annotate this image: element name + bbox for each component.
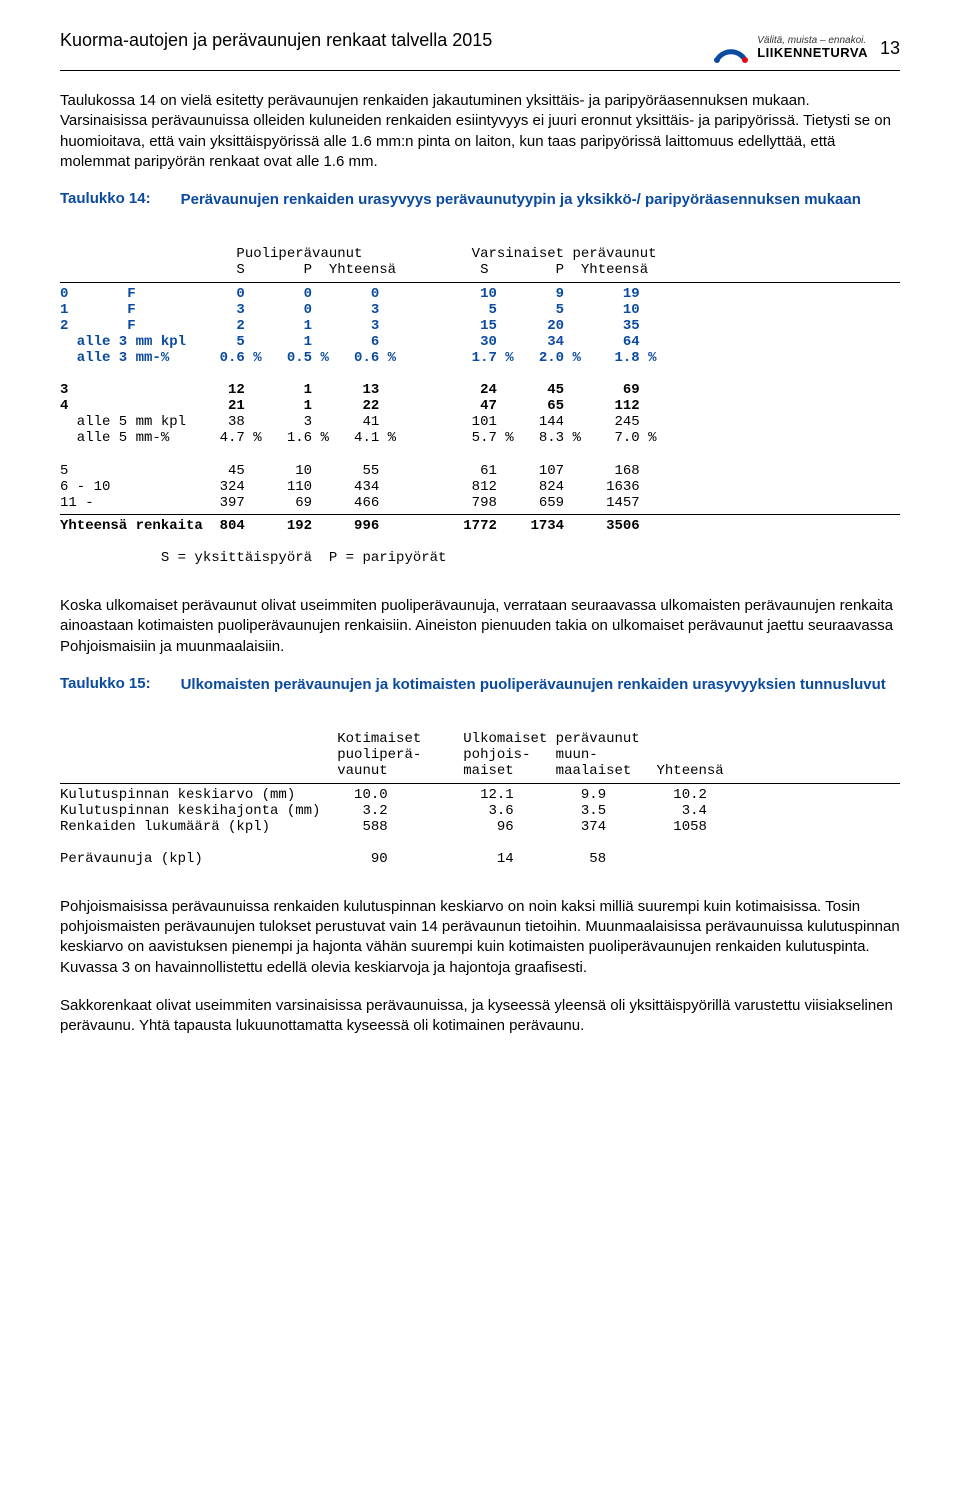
table14-label: Taulukko 14: [60, 190, 151, 210]
t14-row-5: 5 45 10 55 61 107 168 [60, 463, 640, 479]
paragraph-2: Koska ulkomaiset perävaunut olivat useim… [60, 596, 900, 657]
paragraph-3: Pohjoismaisissa perävaunuissa renkaiden … [60, 897, 900, 978]
divider [60, 514, 900, 515]
t14-row-3: 3 12 1 13 24 45 69 [60, 382, 640, 398]
page-number: 13 [880, 38, 900, 59]
divider [60, 282, 900, 283]
table14-heading: Taulukko 14: Perävaunujen renkaiden uras… [60, 190, 900, 210]
t14-hdr2: S P Yhteensä S P Yhteensä [60, 262, 648, 278]
t15-row-mean: Kulutuspinnan keskiarvo (mm) 10.0 12.1 9… [60, 787, 707, 803]
t15-row-trailers: Perävaunuja (kpl) 90 14 58 [60, 851, 606, 867]
header-right: Välitä, muista – ennakoi. LIIKENNETURVA … [713, 30, 900, 66]
t14-row-2: 2 F 2 1 3 15 20 35 [60, 318, 640, 334]
divider [60, 783, 900, 784]
paragraph-intro: Taulukossa 14 on vielä esitetty perävaun… [60, 91, 900, 172]
t14-row-6-10: 6 - 10 324 110 434 812 824 1636 [60, 479, 640, 495]
t14-row-alle5kpl: alle 5 mm kpl 38 3 41 101 144 245 [60, 414, 640, 430]
table14: Puoliperävaunut Varsinaiset perävaunut S… [60, 230, 900, 566]
table14-title: Perävaunujen renkaiden urasyvyys perävau… [181, 190, 861, 210]
table15: Kotimaiset Ulkomaiset perävaunut puolipe… [60, 715, 900, 867]
t15-hdr1: Kotimaiset Ulkomaiset perävaunut [60, 731, 640, 747]
table15-heading: Taulukko 15: Ulkomaisten perävaunujen ja… [60, 675, 900, 695]
t15-hdr3: vaunut maiset maalaiset Yhteensä [60, 763, 724, 779]
page-header: Kuorma-autojen ja perävaunujen renkaat t… [60, 30, 900, 71]
t15-hdr2: puoliperä- pohjois- muun- [60, 747, 598, 763]
t14-row-4: 4 21 1 22 47 65 112 [60, 398, 640, 414]
liikenneturva-arc-icon [713, 30, 749, 66]
t15-row-count: Renkaiden lukumäärä (kpl) 588 96 374 105… [60, 819, 707, 835]
t14-legend: S = yksittäispyörä P = paripyörät [60, 550, 446, 566]
logo-name: LIIKENNETURVA [757, 46, 868, 60]
header-title: Kuorma-autojen ja perävaunujen renkaat t… [60, 30, 492, 51]
t14-row-11plus: 11 - 397 69 466 798 659 1457 [60, 495, 640, 511]
paragraph-4: Sakkorenkaat olivat useimmiten varsinais… [60, 996, 900, 1037]
t14-row-1: 1 F 3 0 3 5 5 10 [60, 302, 640, 318]
table15-label: Taulukko 15: [60, 675, 151, 695]
table15-title: Ulkomaisten perävaunujen ja kotimaisten … [181, 675, 886, 695]
t14-row-alle5pct: alle 5 mm-% 4.7 % 1.6 % 4.1 % 5.7 % 8.3 … [60, 430, 657, 446]
t14-row-alle3pct: alle 3 mm-% 0.6 % 0.5 % 0.6 % 1.7 % 2.0 … [60, 350, 657, 366]
logo: Välitä, muista – ennakoi. LIIKENNETURVA [713, 30, 868, 66]
t14-row-alle3kpl: alle 3 mm kpl 5 1 6 30 34 64 [60, 334, 640, 350]
t14-hdr1: Puoliperävaunut Varsinaiset perävaunut [60, 246, 657, 262]
t15-row-std: Kulutuspinnan keskihajonta (mm) 3.2 3.6 … [60, 803, 707, 819]
t14-row-total: Yhteensä renkaita 804 192 996 1772 1734 … [60, 518, 640, 534]
t14-row-0: 0 F 0 0 0 10 9 19 [60, 286, 640, 302]
